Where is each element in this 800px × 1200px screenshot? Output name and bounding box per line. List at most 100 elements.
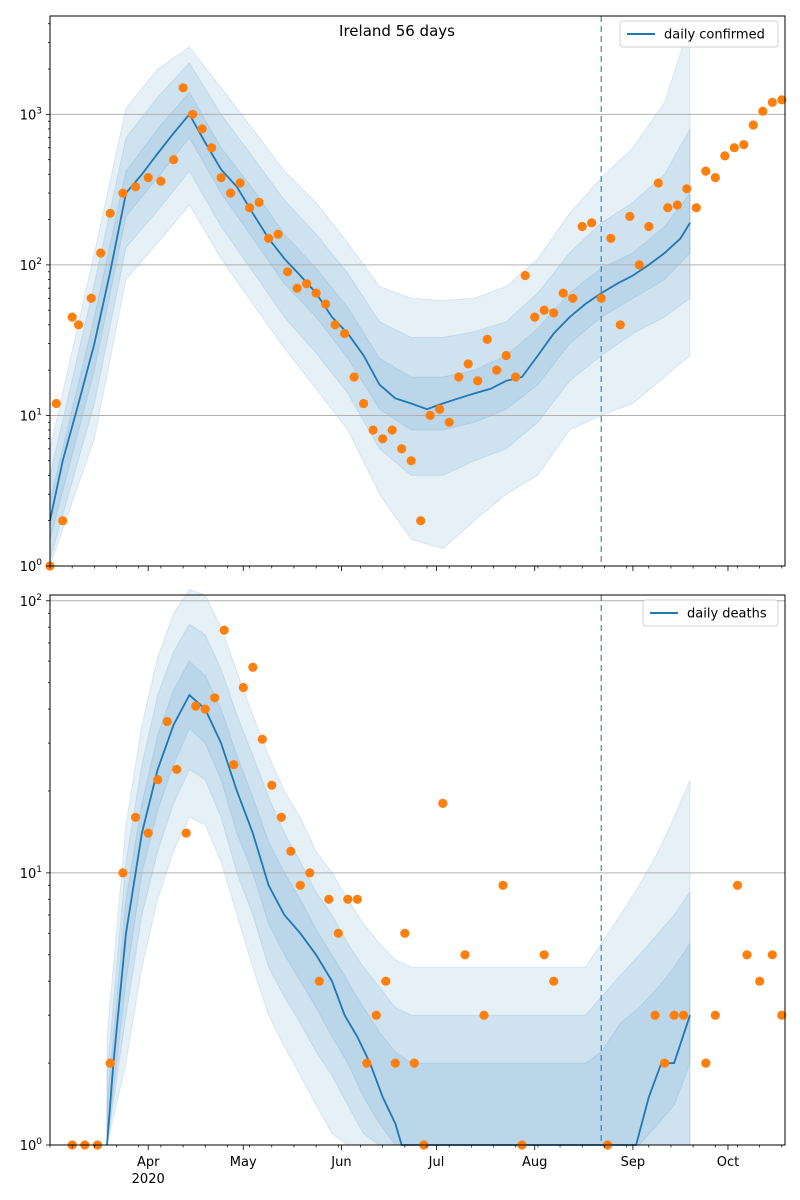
data-point (302, 279, 312, 289)
data-point (406, 456, 416, 466)
data-point (371, 1010, 381, 1020)
data-point (143, 828, 153, 838)
deaths-series (67, 625, 787, 1150)
data-point (191, 701, 201, 711)
data-point (539, 950, 549, 960)
data-point (390, 1058, 400, 1068)
data-point (188, 109, 198, 119)
data-point (207, 143, 217, 153)
data-point (492, 365, 502, 375)
data-point (314, 976, 324, 986)
data-point (463, 359, 473, 369)
x-tick-label: Oct (717, 1155, 739, 1170)
data-point (520, 270, 530, 281)
y-tick-label: 101 (20, 865, 42, 882)
data-point (701, 166, 711, 176)
data-point (181, 828, 191, 838)
legend-box (642, 599, 779, 627)
data-point (292, 283, 302, 293)
data-point (86, 293, 96, 303)
chart-title: Ireland 56 days (339, 22, 455, 40)
data-point (539, 305, 549, 315)
data-point (172, 764, 182, 775)
data-point (549, 976, 559, 986)
confirmed-series (45, 83, 787, 571)
confirmed-bands (49, 23, 691, 567)
data-point (130, 812, 141, 822)
data-point (660, 1058, 670, 1068)
data-point (701, 1058, 711, 1068)
data-point (352, 894, 362, 904)
series-line (49, 112, 691, 521)
data-point (245, 203, 255, 213)
data-point (169, 155, 179, 165)
data-point (178, 83, 188, 93)
confidence-band (49, 23, 691, 567)
data-point (473, 376, 483, 386)
data-point (381, 976, 391, 986)
x-year-label: 2020 (132, 1172, 165, 1187)
data-point (349, 372, 359, 382)
data-point (311, 288, 321, 298)
confirmed-frame (49, 15, 786, 567)
data-point (568, 293, 578, 303)
data-point (577, 221, 587, 232)
data-point (460, 950, 470, 960)
data-point (118, 868, 128, 878)
data-point (758, 106, 768, 116)
data-point (359, 398, 369, 409)
legend-label: daily confirmed (664, 28, 765, 43)
data-point (197, 124, 207, 134)
data-point (105, 1058, 115, 1068)
data-point (748, 120, 758, 130)
data-point (254, 197, 264, 207)
data-point (340, 328, 350, 339)
data-point (67, 312, 77, 322)
y-tick-label: 102 (20, 593, 42, 610)
data-point (587, 218, 597, 228)
plot-frame (49, 594, 786, 1146)
y-tick-label: 103 (20, 106, 42, 123)
data-point (558, 288, 568, 298)
data-point (777, 95, 787, 105)
data-point (416, 516, 426, 526)
data-point (286, 846, 296, 856)
data-point (153, 775, 163, 785)
data-point (305, 868, 315, 878)
deaths-legend: daily deaths (642, 599, 779, 627)
x-tick-label: May (230, 1155, 257, 1170)
data-point (343, 894, 353, 904)
confirmed-x-axis (49, 566, 783, 571)
data-point (283, 267, 293, 277)
confidence-band (49, 91, 691, 540)
data-point (530, 312, 540, 322)
confirmed-grid (50, 113, 785, 416)
data-point (58, 516, 68, 526)
data-point (606, 233, 616, 243)
plot-frame (49, 15, 786, 567)
x-tick-label: Aug (522, 1155, 547, 1170)
data-point (625, 211, 635, 221)
data-point (200, 704, 210, 714)
data-point (264, 233, 274, 243)
y-tick-label: 100 (20, 1137, 43, 1154)
data-point (105, 208, 115, 218)
data-point (650, 1010, 660, 1020)
data-point (257, 734, 267, 744)
data-point (219, 625, 229, 635)
confirmed-panel: 100 101 102 103 Ireland 56 days daily confi… (20, 15, 787, 575)
data-point (226, 188, 236, 198)
deaths-x-axis: Apr 2020 May Jun Jul Aug Sep Oct (49, 1145, 783, 1187)
data-point (669, 1010, 679, 1020)
data-point (596, 293, 606, 303)
data-point (691, 203, 701, 213)
data-point (710, 1010, 720, 1020)
y-tick-label: 102 (20, 257, 42, 274)
data-point (409, 1058, 419, 1068)
confidence-band (49, 61, 691, 560)
data-point (51, 398, 61, 409)
data-point (362, 1058, 372, 1068)
data-point (130, 182, 141, 192)
data-point (755, 976, 765, 986)
